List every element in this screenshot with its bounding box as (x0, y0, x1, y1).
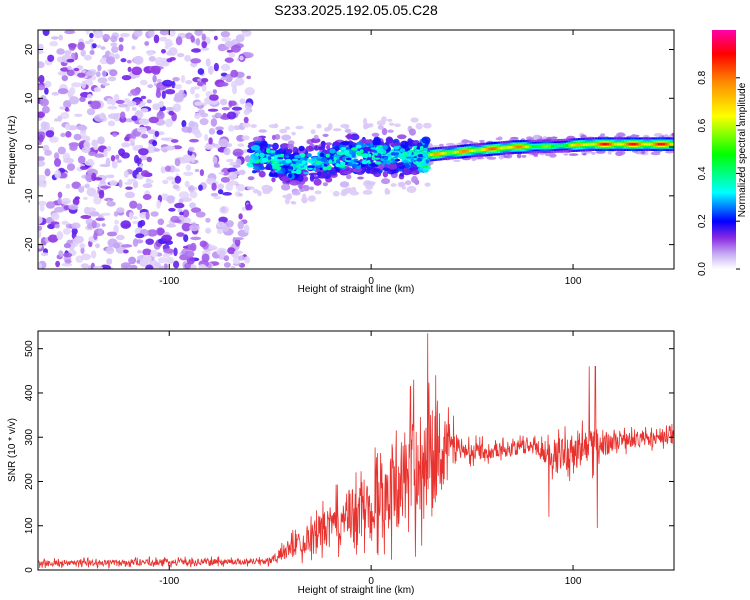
colorbar-label: Normalized spectral amplitude (737, 82, 748, 217)
snr-y-tick-label: 100 (24, 517, 35, 534)
snr-y-ticks: 0 100 200 300 400 500 (24, 340, 674, 573)
spectrogram-x-ticks: -100 0 100 (159, 30, 582, 287)
snr-x-axis-label: Height of straight line (km) (298, 585, 415, 596)
spectrogram-y-tick-label: 0 (24, 144, 35, 150)
spectrogram-x-axis-label: Height of straight line (km) (298, 284, 415, 295)
snr-y-tick-label: 0 (24, 567, 35, 573)
colorbar-tick-label: 0.6 (697, 118, 708, 132)
spectrogram-y-tick-label: -20 (24, 237, 35, 252)
snr-y-axis-label: SNR (10 * v/v) (7, 418, 18, 482)
colorbar-tick-label: 0.2 (697, 214, 708, 228)
snr-x-ticks: -100 0 100 (159, 331, 582, 587)
colorbar: 0.0 0.2 0.4 0.6 0.8 Normalized spectral ampl… (697, 30, 748, 276)
snr-y-tick-label: 200 (24, 473, 35, 490)
snr-frame (37, 330, 675, 571)
colorbar-tick-label: 0.0 (697, 262, 708, 276)
colorbar-tick-label: 0.8 (697, 70, 708, 84)
spectrogram-y-tick-label: 20 (24, 44, 35, 56)
spectrogram-y-ticks: -20 -10 0 10 20 (24, 44, 674, 252)
snr-y-tick-label: 400 (24, 384, 35, 401)
snr-x-tick-label: 100 (565, 576, 582, 587)
spectrogram-x-tick-label: 0 (368, 276, 374, 287)
snr-x-tick-label: 0 (368, 576, 374, 587)
colorbar-ticks: 0.0 0.2 0.4 0.6 0.8 (697, 70, 740, 276)
snr-series-line (38, 333, 674, 570)
colorbar-gradient (712, 30, 736, 269)
spectrogram-y-tick-label: 10 (24, 92, 35, 104)
spectrogram-frame (37, 29, 675, 270)
spectrogram-x-tick-label: -100 (159, 276, 179, 287)
snr-x-tick-label: -100 (159, 576, 179, 587)
snr-panel: -100 0 100 0 100 200 300 400 500 Height of stra… (7, 330, 675, 596)
spectrogram-heatmap (38, 30, 674, 269)
spectrogram-x-tick-label: 100 (565, 276, 582, 287)
snr-y-tick-label: 500 (24, 340, 35, 357)
page-title: S233.2025.192.05.05.C28 (274, 2, 438, 18)
colorbar-tick-label: 0.4 (697, 166, 708, 180)
spectrogram-y-tick-label: -10 (24, 188, 35, 203)
spectrogram-y-axis-label: Frequency (Hz) (7, 116, 18, 185)
snr-y-tick-label: 300 (24, 428, 35, 445)
